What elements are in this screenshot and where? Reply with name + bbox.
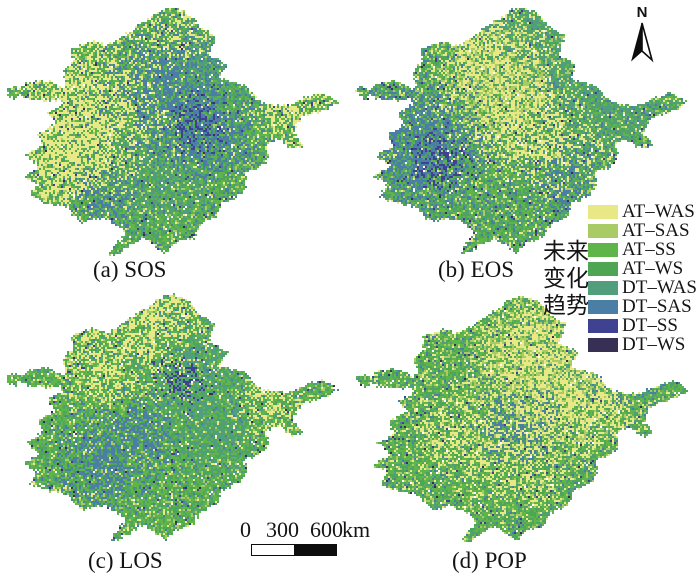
- legend-item: DT–SAS: [588, 295, 697, 317]
- scale-bar-segment-white: [252, 545, 294, 555]
- scale-bar: 0 300 600 km: [238, 517, 388, 561]
- scale-tick-600: 600: [310, 517, 343, 542]
- map-canvas-eos: [351, 4, 691, 256]
- legend-item-label: DT–WS: [622, 333, 686, 355]
- map-canvas-pop: [352, 292, 692, 544]
- north-arrow-icon: [631, 22, 654, 63]
- legend-swatch: [588, 261, 618, 276]
- north-label: N: [636, 4, 648, 21]
- legend-swatch: [588, 223, 618, 238]
- legend-item: DT–SS: [588, 314, 697, 336]
- legend-title-line: 趋势: [543, 293, 589, 318]
- legend-swatch: [588, 299, 618, 314]
- scale-unit: km: [342, 517, 371, 542]
- legend-item-label: AT–SS: [622, 238, 676, 260]
- north-arrow: N: [626, 4, 658, 63]
- legend-item: AT–SAS: [588, 219, 697, 241]
- legend-title: 未来 变化 趋势: [543, 238, 593, 319]
- legend-item-label: DT–WAS: [622, 276, 697, 298]
- scale-bar-graphic: [251, 544, 337, 556]
- legend-swatch: [588, 280, 618, 295]
- scale-tick-0: 0: [240, 517, 251, 542]
- legend-item: DT–WS: [588, 333, 697, 355]
- legend-item-label: AT–SAS: [622, 219, 690, 241]
- legend-item: DT–WAS: [588, 276, 697, 298]
- legend-item: AT–SS: [588, 238, 697, 260]
- legend-item: AT–WAS: [588, 200, 697, 222]
- legend-item-label: DT–SAS: [622, 295, 692, 317]
- panel-label-los: (c) LOS: [88, 548, 163, 573]
- map-canvas-sos: [1, 4, 341, 256]
- legend-swatch: [588, 318, 618, 333]
- legend: AT–WAS AT–SAS AT–SS AT–WS DT–WAS DT–SAS …: [588, 200, 697, 355]
- legend-item-label: AT–WS: [622, 257, 684, 279]
- scale-tick-300: 300: [266, 517, 299, 542]
- legend-item-label: AT–WAS: [622, 200, 695, 222]
- legend-item-label: DT–SS: [622, 314, 678, 336]
- legend-swatch: [588, 337, 618, 352]
- panel-label-pop: (d) POP: [452, 548, 527, 573]
- legend-title-line: 未来: [543, 239, 589, 264]
- scale-bar-segment-black: [294, 545, 336, 555]
- legend-title-line: 变化: [543, 266, 589, 291]
- panel-label-eos: (b) EOS: [438, 257, 515, 282]
- legend-swatch: [588, 204, 618, 219]
- legend-item: AT–WS: [588, 257, 697, 279]
- map-canvas-los: [1, 291, 341, 543]
- legend-swatch: [588, 242, 618, 257]
- panel-label-sos: (a) SOS: [93, 257, 167, 282]
